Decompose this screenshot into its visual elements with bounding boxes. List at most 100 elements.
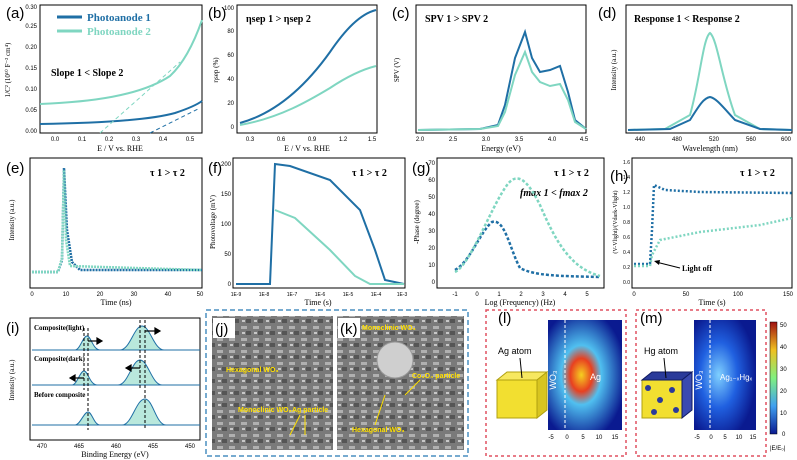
panel-i-label: (i): [6, 320, 19, 337]
xtick: 5: [723, 435, 727, 441]
xtick: 1E-4: [371, 292, 382, 298]
cbar-tick: 50: [780, 323, 787, 329]
xtick: 20: [97, 292, 104, 298]
ytick: 150: [221, 192, 232, 198]
panel-b: (b) ηsep 1 > ηsep 2 ηsep (%) E / V vs. R…: [208, 4, 378, 153]
xtick: 1: [497, 292, 501, 298]
xtick: 2.0: [416, 137, 425, 143]
row-2-label: Composite(dark): [34, 355, 86, 363]
curve-spv-1: [417, 28, 587, 131]
xtick: 0.3: [246, 137, 255, 143]
panel-d-frame: [625, 4, 793, 134]
ann-ag-particle: Ag particle: [292, 407, 328, 414]
panel-d: (d) Response 1 < Response 2 Intensity (a…: [598, 4, 793, 153]
panel-g: (g) τ 1 > τ 2 fmax 1 < fmax 2 -Phase (de…: [412, 157, 605, 307]
ytick: 0.15: [25, 66, 37, 72]
colorbar-ticks: 50 40 30 20 10 0: [780, 323, 787, 438]
ytick: 0.10: [25, 87, 37, 93]
decay-curve-1: [32, 167, 202, 274]
xtick: 0.1: [78, 137, 87, 143]
panel-d-xticks: 440 480 520 560 600: [635, 137, 792, 143]
panel-g-annotation-1: τ 1 > τ 2: [554, 168, 589, 179]
panel-h-label: (h): [610, 168, 628, 185]
panel-jk: (j) (k) Hexagonal WO₃ Monoclinic WO₃ Ag …: [205, 309, 469, 457]
xtick: 0.4: [159, 137, 168, 143]
ytick: 1.4: [623, 175, 630, 181]
panel-g-yticks: 0 10 20 30 40 50 60 70: [428, 161, 435, 286]
xtick: 4.5: [580, 137, 589, 143]
panel-h-frame: [631, 157, 793, 289]
panel-h-xlabel: Time (s): [698, 298, 725, 307]
decay-curve-2: [32, 169, 203, 274]
ytick: 0.05: [25, 108, 37, 114]
colorbar: [769, 321, 778, 435]
ytick: 40: [428, 212, 435, 218]
panel-a-frame: [39, 4, 203, 134]
xtick: 0.6: [277, 137, 286, 143]
panel-b-frame: [236, 4, 378, 134]
curve-sample-2: [239, 65, 377, 126]
ann-monoclinic-j: Monoclinic WO₃: [238, 407, 292, 414]
panel-e-xlabel: Time (ns): [100, 298, 131, 307]
ytick: 0.4: [623, 250, 630, 256]
panel-i: (i) Composite(light) Composite(dark) Bef…: [6, 317, 201, 459]
xps-peak-before: [32, 398, 200, 426]
ytick: 0: [432, 280, 436, 286]
xtick: 100: [733, 292, 744, 298]
panel-l: (l) Ag atom WO₃ Ag -5 0 5 10 15: [485, 309, 627, 457]
phase-curve-2: [454, 177, 601, 278]
panel-f-yticks: 0 50 100 150 200: [221, 162, 232, 288]
hg-atoms: [645, 385, 679, 415]
curve-sample-1: [239, 9, 377, 124]
panel-b-ylabel: ηsep (%): [212, 57, 220, 83]
photovoltage-curve-1: [236, 162, 405, 285]
panel-b-xticks: 0.3 0.6 0.9 1.2 1.5: [246, 137, 377, 143]
xtick: 0.2: [105, 137, 114, 143]
panel-l-border: [485, 309, 627, 457]
xtick: 560: [746, 137, 757, 143]
xtick: 2.5: [449, 137, 458, 143]
light-off-arrowhead: [654, 260, 660, 265]
peak-position-lines: [83, 320, 146, 430]
ytick: 0.00: [25, 129, 37, 135]
xtick: 0: [709, 435, 713, 441]
xtick: 0: [30, 292, 34, 298]
ytick: 10: [428, 263, 435, 269]
ytick: 1.0: [623, 205, 630, 211]
panel-b-label: (b): [208, 5, 226, 22]
xtick: 1E-6: [315, 292, 326, 298]
ann-monoclinic-k: Monoclinic WO₃: [362, 325, 416, 332]
curve-photoanode-1: [39, 100, 203, 125]
sem-annotations: Hexagonal WO₃ Monoclinic WO₃ Ag particle…: [226, 325, 460, 434]
xtick: 2: [519, 292, 523, 298]
ytick: 50: [224, 252, 231, 258]
cbar-tick: 10: [780, 411, 787, 417]
xtick: 1E-7: [287, 292, 298, 298]
xps-peak-dark: [32, 359, 200, 386]
xtick: 1E-9: [231, 292, 242, 298]
panel-b-annotation: ηsep 1 > ηsep 2: [246, 14, 311, 25]
panel-b-xlabel: E / V vs. RHE: [284, 144, 330, 153]
xtick: 460: [111, 444, 122, 450]
ytick: 60: [227, 53, 234, 59]
xtick: 470: [37, 444, 48, 450]
panel-b-yticks: 0 20 40 60 80 100: [224, 6, 235, 131]
sem-pointer-lines: [289, 379, 421, 436]
xtick: 0.9: [308, 137, 317, 143]
ytick: 0.2: [623, 265, 630, 271]
xtick: 520: [709, 137, 720, 143]
ag-inner-label: Ag: [590, 372, 601, 382]
panel-c-frame: [415, 4, 587, 134]
xtick: 4.0: [548, 137, 557, 143]
ytick: 1.2: [623, 190, 630, 196]
decay-curve-h2: [634, 216, 793, 268]
panel-m-label: (m): [640, 310, 663, 327]
shift-arrows: [68, 326, 162, 383]
xps-peak-light: [32, 325, 200, 351]
xtick: 455: [148, 444, 159, 450]
legend-2-label: Photoanode 2: [87, 26, 151, 38]
xtick: 50: [197, 292, 204, 298]
panel-a-yticks: 0.00 0.05 0.10 0.15 0.20 0.25 0.30: [25, 5, 37, 135]
panel-c-annotation: SPV 1 > SPV 2: [425, 14, 488, 25]
hg-field-map: [694, 320, 756, 430]
